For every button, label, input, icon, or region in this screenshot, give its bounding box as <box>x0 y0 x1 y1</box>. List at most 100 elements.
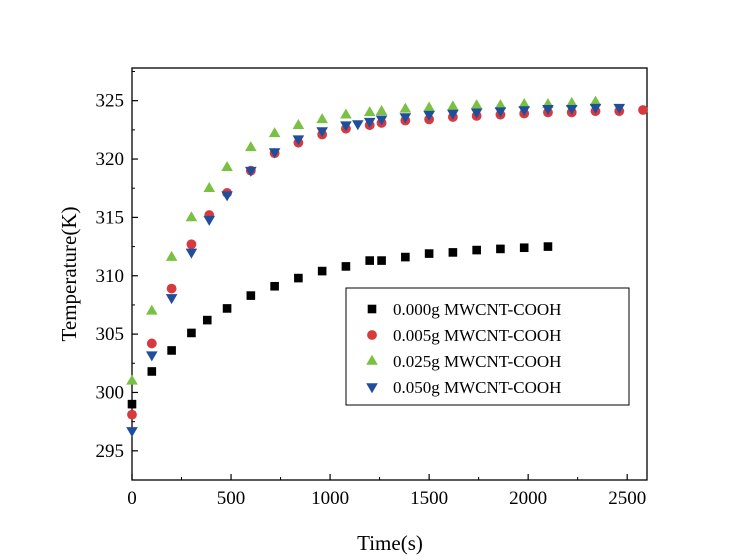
y-tick-label: 295 <box>96 441 125 462</box>
plot-area <box>131 67 648 481</box>
data-point <box>340 108 352 119</box>
data-point <box>166 283 177 294</box>
data-point <box>519 243 529 253</box>
x-tick-label: 0 <box>127 488 137 509</box>
data-point <box>638 105 648 115</box>
axis-ticks: 0 500 1000 1500 2000 2500 295 300 305 310 315 320 32… <box>96 71 646 509</box>
legend: 0.000g MWCNT-COOH 0.005g MWCNT-COOH 0.025g… <box>345 287 630 406</box>
data-point <box>494 107 507 118</box>
data-point <box>246 291 256 300</box>
data-point <box>518 106 530 117</box>
data-point <box>146 304 158 315</box>
data-marks <box>126 95 648 438</box>
y-tick-label: 325 <box>96 91 125 112</box>
x-axis-title: Time(s) <box>357 531 423 555</box>
legend-label: 0.025g MWCNT-COOH <box>393 352 561 371</box>
data-point <box>375 115 388 126</box>
data-point <box>340 121 352 132</box>
data-point <box>147 367 157 376</box>
data-point <box>165 294 178 305</box>
data-point <box>185 211 198 222</box>
legend-marker <box>367 330 377 340</box>
data-point <box>292 135 305 146</box>
data-point <box>565 105 578 116</box>
data-point <box>245 166 257 177</box>
data-point <box>146 351 158 362</box>
data-point <box>245 141 257 152</box>
data-point <box>543 242 553 251</box>
data-point <box>317 266 327 276</box>
data-point <box>203 215 216 226</box>
data-point <box>401 252 410 262</box>
data-point <box>365 256 374 265</box>
data-point <box>127 409 137 420</box>
data-point <box>202 315 212 325</box>
data-point <box>375 104 388 115</box>
legend-label: 0.005g MWCNT-COOH <box>393 326 561 345</box>
y-tick-label: 320 <box>96 149 125 170</box>
data-point <box>292 118 305 129</box>
data-point <box>565 96 578 107</box>
series-3 <box>126 103 626 438</box>
data-point <box>126 427 138 438</box>
data-point <box>167 346 176 355</box>
y-tick-label: 310 <box>96 266 125 287</box>
data-point <box>221 161 233 172</box>
x-tick-label: 1500 <box>410 488 448 509</box>
y-tick-label: 305 <box>96 324 125 345</box>
data-point <box>494 99 507 110</box>
legend-label: 0.050g MWCNT-COOH <box>393 378 561 397</box>
data-point <box>126 374 138 385</box>
data-point <box>518 97 530 108</box>
data-point <box>363 117 376 128</box>
data-point <box>341 262 351 271</box>
y-tick-label: 300 <box>96 382 125 403</box>
data-point <box>377 256 386 265</box>
data-point <box>447 109 459 120</box>
data-point <box>472 245 481 255</box>
data-point <box>589 103 602 114</box>
data-point <box>222 304 232 313</box>
x-tick-label: 500 <box>217 488 246 509</box>
data-point <box>127 399 137 409</box>
data-point <box>186 239 197 250</box>
data-point <box>187 328 196 338</box>
data-point <box>268 127 281 138</box>
data-point <box>470 99 483 110</box>
data-point <box>146 338 157 349</box>
x-tick-label: 2000 <box>509 488 547 509</box>
data-point <box>268 148 281 159</box>
data-point <box>363 106 376 117</box>
data-point <box>294 273 303 283</box>
data-point <box>496 244 505 254</box>
data-point <box>165 250 178 261</box>
data-point <box>542 105 554 116</box>
data-point <box>423 110 435 121</box>
data-point <box>589 95 602 106</box>
data-point <box>613 103 626 114</box>
series-0 <box>127 242 553 409</box>
data-point <box>185 248 198 259</box>
data-point <box>203 182 216 193</box>
data-point <box>423 101 435 112</box>
data-point <box>270 281 279 291</box>
y-axis-title: Temperature(K) <box>57 207 81 342</box>
legend-marker <box>367 304 377 314</box>
data-point <box>352 120 364 131</box>
x-tick-label: 2500 <box>608 488 646 509</box>
data-point <box>470 108 483 119</box>
data-point <box>316 113 328 124</box>
legend-label: 0.000g MWCNT-COOH <box>393 300 561 319</box>
data-point <box>447 100 459 111</box>
data-point <box>448 248 458 257</box>
data-point <box>399 113 412 124</box>
legend-marker <box>366 383 378 394</box>
legend-box <box>345 287 630 406</box>
legend-marker <box>366 354 378 365</box>
y-tick-label: 315 <box>96 207 125 228</box>
data-point <box>316 127 328 138</box>
data-point <box>399 102 412 113</box>
data-point <box>221 191 233 202</box>
data-point <box>424 249 434 258</box>
